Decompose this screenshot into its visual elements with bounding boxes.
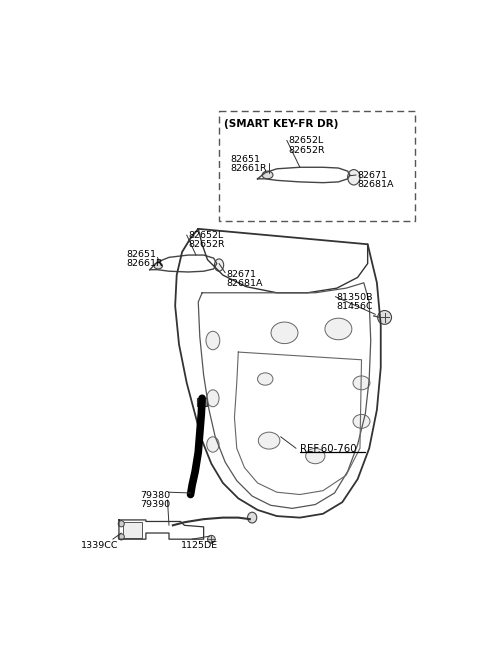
FancyBboxPatch shape (123, 522, 142, 538)
Text: REF.60-760: REF.60-760 (300, 445, 357, 455)
Ellipse shape (348, 170, 360, 185)
Text: 1125DE: 1125DE (180, 541, 217, 550)
Ellipse shape (248, 512, 257, 523)
Ellipse shape (306, 448, 325, 464)
Text: 81350B: 81350B (337, 293, 373, 302)
Text: 1339CC: 1339CC (81, 541, 118, 550)
Ellipse shape (215, 259, 224, 271)
Text: 82651: 82651 (230, 155, 261, 164)
FancyBboxPatch shape (197, 398, 207, 406)
Text: 82681A: 82681A (358, 180, 394, 190)
Text: 82681A: 82681A (227, 279, 263, 288)
Circle shape (118, 534, 124, 540)
Ellipse shape (262, 171, 273, 179)
Ellipse shape (207, 390, 219, 407)
Text: 79380: 79380 (140, 491, 170, 500)
Circle shape (118, 521, 124, 527)
Text: 82652R: 82652R (288, 146, 325, 155)
Text: 82652R: 82652R (188, 240, 225, 249)
Ellipse shape (258, 432, 280, 449)
Text: 82652L: 82652L (188, 231, 224, 240)
Text: 79390: 79390 (140, 500, 170, 509)
Ellipse shape (258, 373, 273, 385)
Ellipse shape (353, 415, 370, 428)
Circle shape (207, 535, 215, 543)
Text: 82671: 82671 (227, 270, 257, 279)
Text: 82671: 82671 (358, 171, 388, 180)
Circle shape (378, 310, 392, 324)
Text: 82661R: 82661R (230, 164, 267, 173)
Text: (SMART KEY-FR DR): (SMART KEY-FR DR) (225, 119, 339, 129)
Ellipse shape (353, 376, 370, 390)
Text: 82652L: 82652L (288, 136, 324, 146)
Text: 82661R: 82661R (127, 259, 163, 268)
Ellipse shape (207, 437, 219, 452)
Text: 81456C: 81456C (337, 302, 373, 311)
Ellipse shape (154, 263, 162, 269)
Ellipse shape (325, 318, 352, 340)
Ellipse shape (206, 331, 220, 350)
Text: 82651: 82651 (127, 250, 156, 258)
Ellipse shape (271, 322, 298, 344)
